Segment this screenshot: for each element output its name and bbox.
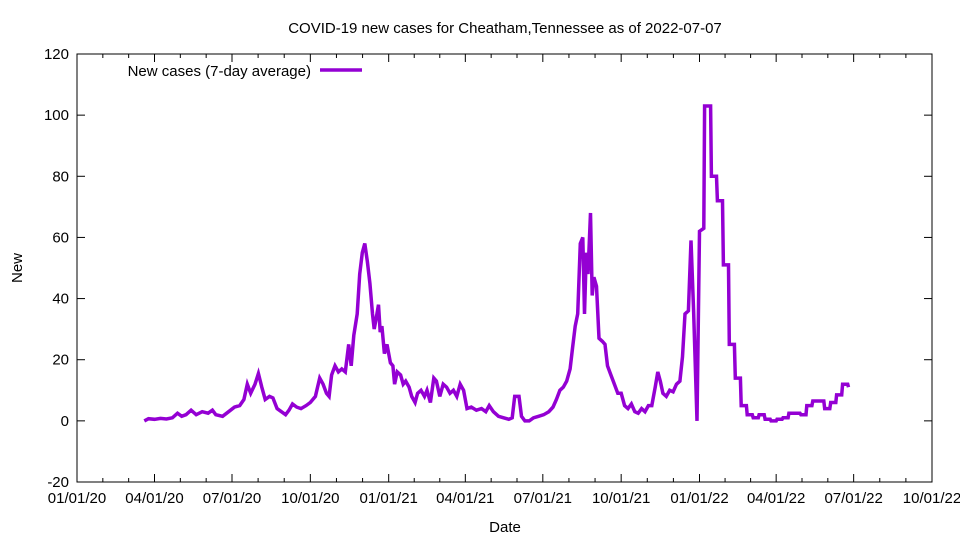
- x-tick-label: 10/01/21: [592, 490, 650, 507]
- x-tick-label: 01/01/20: [48, 490, 106, 507]
- y-axis: -20 0 20 40 60 80 100 120: [44, 46, 932, 491]
- y-tick-label: 120: [44, 46, 69, 63]
- x-tick-label: 01/01/22: [670, 490, 728, 507]
- x-tick-label: 10/01/20: [281, 490, 339, 507]
- plot-border: [76, 53, 933, 483]
- x-tick-label: 10/01/22: [903, 490, 960, 507]
- x-axis-label: Date: [489, 519, 521, 536]
- y-tick-label: 20: [52, 352, 69, 369]
- series-layer: [143, 104, 851, 423]
- x-tick-label: 01/01/21: [359, 490, 417, 507]
- y-tick-label: 100: [44, 107, 69, 124]
- x-tick-label: 07/01/20: [203, 490, 261, 507]
- x-tick-label: 07/01/22: [824, 490, 882, 507]
- y-tick-label: -20: [47, 474, 69, 491]
- y-tick-label: 40: [52, 291, 69, 308]
- plot-frame: [76, 53, 933, 483]
- x-tick-label: 04/01/22: [747, 490, 805, 507]
- x-tick-label: 07/01/21: [514, 490, 572, 507]
- x-tick-label: 04/01/21: [436, 490, 494, 507]
- legend: New cases (7-day average): [128, 63, 362, 80]
- y-tick-label: 0: [61, 413, 69, 430]
- x-axis: 01/01/20 04/01/20 07/01/20 10/01/20 01/01/21…: [48, 54, 960, 507]
- series-line-new-cases: [143, 104, 851, 423]
- y-tick-label: 80: [52, 168, 69, 185]
- y-tick-label: 60: [52, 229, 69, 246]
- legend-label: New cases (7-day average): [128, 63, 311, 80]
- chart-title: COVID-19 new cases for Cheatham,Tennesse…: [288, 20, 722, 37]
- y-axis-label: New: [9, 253, 26, 283]
- x-tick-label: 04/01/20: [125, 490, 183, 507]
